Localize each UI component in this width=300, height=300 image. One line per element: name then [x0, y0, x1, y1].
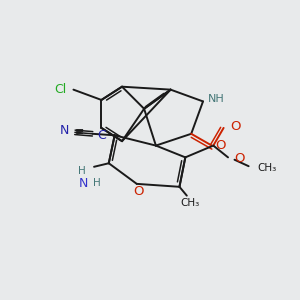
Text: O: O: [234, 152, 244, 165]
Text: CH₃: CH₃: [257, 163, 277, 173]
Text: H: H: [93, 178, 101, 188]
Text: H: H: [78, 167, 86, 176]
Text: CH₃: CH₃: [180, 198, 200, 208]
Text: O: O: [215, 139, 225, 152]
Text: ≡: ≡: [75, 127, 84, 137]
Text: N: N: [60, 124, 69, 137]
Text: O: O: [133, 185, 143, 198]
Text: N: N: [79, 177, 88, 190]
Text: NH: NH: [208, 94, 225, 104]
Text: Cl: Cl: [54, 83, 66, 96]
Text: O: O: [230, 120, 241, 133]
Text: C: C: [97, 129, 106, 142]
